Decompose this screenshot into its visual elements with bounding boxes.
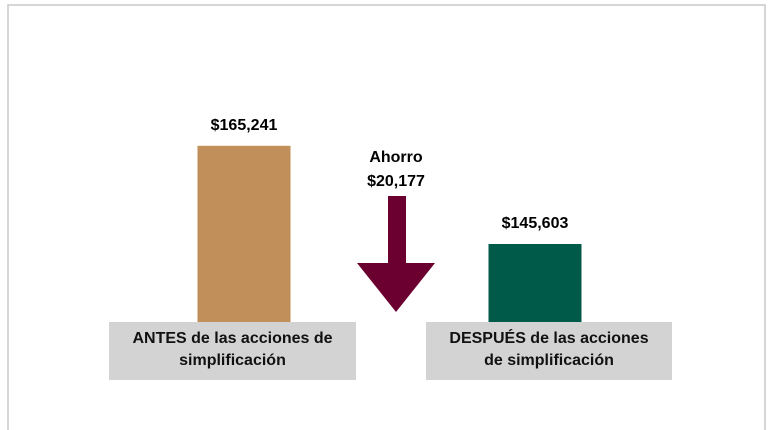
category-label: ANTES de las acciones de simplificación xyxy=(109,322,356,380)
bar xyxy=(488,243,582,322)
value-label: $145,603 xyxy=(502,215,569,232)
savings-arrow xyxy=(357,196,435,312)
annotation: Ahorro xyxy=(369,149,423,166)
category-label: DESPUÉS de las acciones de simplificació… xyxy=(426,322,672,380)
annotation: $20,177 xyxy=(367,173,425,190)
bar xyxy=(197,145,291,322)
value-label: $165,241 xyxy=(211,117,278,134)
frame xyxy=(7,4,766,430)
